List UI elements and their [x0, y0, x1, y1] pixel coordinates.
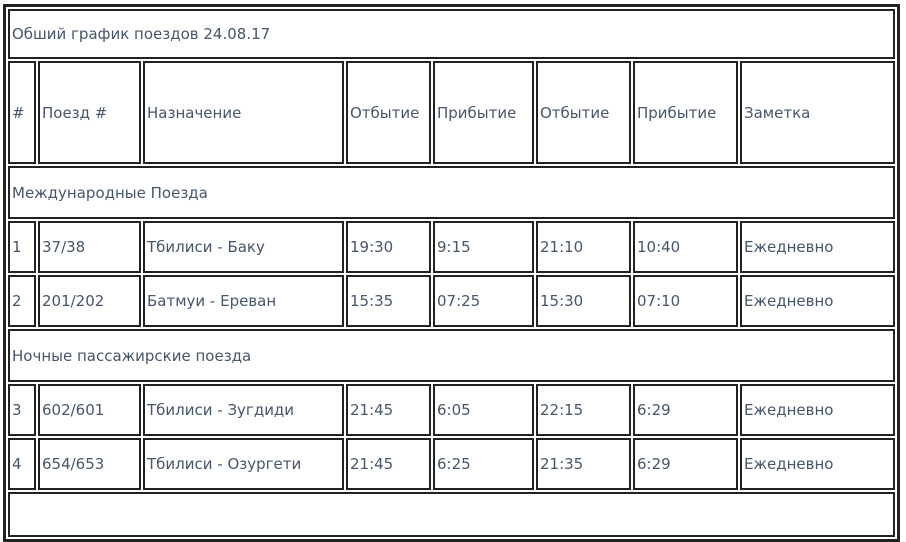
cell-train-number: 654/653 — [38, 438, 141, 490]
cell-arrival-1: 9:15 — [433, 221, 534, 273]
cell-number: 4 — [8, 438, 36, 490]
cell-arrival-1: 07:25 — [433, 275, 534, 327]
column-header-departure-1: Отбытие — [346, 61, 431, 164]
section-label: Ночные пассажирские поезда — [8, 329, 896, 382]
train-schedule-table: Обший график поездов 24.08.17 # Поезд # … — [3, 4, 901, 542]
cell-train-number: 602/601 — [38, 384, 141, 436]
section-header-row-night: Ночные пассажирские поезда — [8, 329, 896, 382]
cell-arrival-2: 10:40 — [633, 221, 738, 273]
column-header-arrival-2: Прибытие — [633, 61, 738, 164]
section-header-row-international: Международные Поезда — [8, 166, 896, 219]
cell-destination: Тбилиси - Озургети — [143, 438, 344, 490]
cell-destination: Тбилиси - Баку — [143, 221, 344, 273]
cell-departure-1: 15:35 — [346, 275, 431, 327]
cell-note: Ежедневно — [740, 275, 896, 327]
cell-note: Ежедневно — [740, 438, 896, 490]
column-header-row: # Поезд # Назначение Отбытие Прибытие От… — [8, 61, 896, 164]
column-header-destination: Назначение — [143, 61, 344, 164]
cell-departure-1: 21:45 — [346, 438, 431, 490]
column-header-note: Заметка — [740, 61, 896, 164]
cell-departure-1: 21:45 — [346, 384, 431, 436]
section-label: Международные Поезда — [8, 166, 896, 219]
partial-clipped-row — [8, 492, 896, 537]
partial-clipped-cell — [8, 492, 896, 537]
cell-arrival-1: 6:05 — [433, 384, 534, 436]
table-row: 2 201/202 Батмуи - Ереван 15:35 07:25 15… — [8, 275, 896, 327]
page-title: Обший график поездов 24.08.17 — [8, 9, 896, 59]
cell-destination: Тбилиси - Зугдиди — [143, 384, 344, 436]
column-header-arrival-1: Прибытие — [433, 61, 534, 164]
cell-train-number: 201/202 — [38, 275, 141, 327]
column-header-train-number: Поезд # — [38, 61, 141, 164]
cell-note: Ежедневно — [740, 221, 896, 273]
cell-departure-2: 15:30 — [536, 275, 631, 327]
cell-departure-2: 21:10 — [536, 221, 631, 273]
cell-note: Ежедневно — [740, 384, 896, 436]
cell-arrival-2: 6:29 — [633, 384, 738, 436]
cell-number: 2 — [8, 275, 36, 327]
cell-number: 1 — [8, 221, 36, 273]
cell-departure-2: 21:35 — [536, 438, 631, 490]
cell-arrival-2: 6:29 — [633, 438, 738, 490]
column-header-number: # — [8, 61, 36, 164]
table-row: 3 602/601 Тбилиси - Зугдиди 21:45 6:05 2… — [8, 384, 896, 436]
cell-train-number: 37/38 — [38, 221, 141, 273]
cell-arrival-2: 07:10 — [633, 275, 738, 327]
cell-arrival-1: 6:25 — [433, 438, 534, 490]
cell-departure-2: 22:15 — [536, 384, 631, 436]
column-header-departure-2: Отбытие — [536, 61, 631, 164]
cell-destination: Батмуи - Ереван — [143, 275, 344, 327]
title-row: Обший график поездов 24.08.17 — [8, 9, 896, 59]
cell-number: 3 — [8, 384, 36, 436]
table-row: 1 37/38 Тбилиси - Баку 19:30 9:15 21:10 … — [8, 221, 896, 273]
cell-departure-1: 19:30 — [346, 221, 431, 273]
table-row: 4 654/653 Тбилиси - Озургети 21:45 6:25 … — [8, 438, 896, 490]
